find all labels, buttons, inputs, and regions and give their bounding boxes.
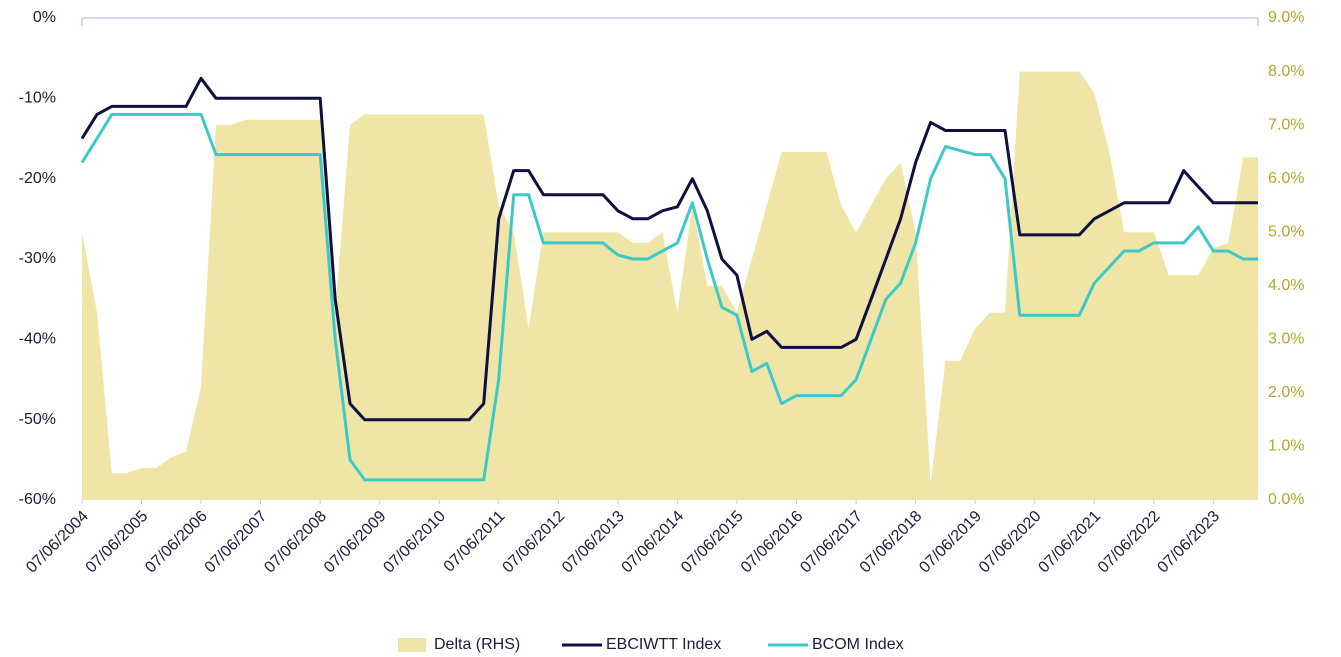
x-tick-label: 07/06/2010 [380,508,449,577]
y2-tick-label: 0.0% [1268,491,1304,508]
y-tick-label: 0% [33,9,56,26]
legend-item: BCOM Index [768,636,904,653]
x-tick-label: 07/06/2013 [559,508,628,577]
x-tick-label: 07/06/2008 [261,508,330,577]
area [82,71,1258,500]
y2-tick-label: 8.0% [1268,63,1304,80]
x-tick-label: 07/06/2007 [202,508,271,577]
x-tick-label: 07/06/2020 [976,508,1045,577]
y2-tick-label: 9.0% [1268,9,1304,26]
x-tick-label: 07/06/2005 [83,508,152,577]
y2-tick-label: 3.0% [1268,331,1304,348]
y-tick-label: -50% [19,411,56,428]
y-tick-label: -40% [19,331,56,348]
y2-tick-label: 2.0% [1268,384,1304,401]
legend-swatch [398,638,426,652]
y2-tick-label: 6.0% [1268,170,1304,187]
y-tick-label: -30% [19,250,56,267]
y2-tick-label: 4.0% [1268,277,1304,294]
x-tick-label: 07/06/2011 [441,508,509,576]
x-tick-label: 07/06/2019 [916,508,985,577]
line [80,112,1258,482]
legend-item: Delta (RHS) [398,636,520,653]
x-tick-label: 07/06/2014 [619,508,688,577]
y-tick-label: -60% [19,491,56,508]
legend-label: BCOM Index [812,636,904,653]
legend-label: Delta (RHS) [434,636,520,653]
y2-tick-label: 1.0% [1268,438,1304,455]
legend-item: EBCIWTT Index [562,636,721,653]
x-tick-label: 07/06/2022 [1095,508,1164,577]
legend-label: EBCIWTT Index [606,636,721,653]
line [80,76,1258,422]
x-tick-label: 07/06/2017 [797,508,866,577]
y-tick-label: -10% [19,90,56,107]
x-tick-label: 07/06/2006 [142,508,211,577]
y2-tick-label: 5.0% [1268,223,1304,240]
y2-tick-label: 7.0% [1268,116,1304,133]
x-tick-label: 07/06/2016 [738,508,807,577]
x-tick-label: 07/06/2009 [321,508,390,577]
y-tick-label: -20% [19,170,56,187]
x-tick-label: 07/06/2012 [500,508,569,577]
x-tick-label: 07/06/2021 [1035,508,1104,577]
x-tick-label: 07/06/2023 [1154,508,1223,577]
x-tick-label: 07/06/2015 [678,508,747,577]
x-tick-label: 07/06/2018 [857,508,926,577]
x-tick-label: 07/06/2004 [23,508,92,577]
